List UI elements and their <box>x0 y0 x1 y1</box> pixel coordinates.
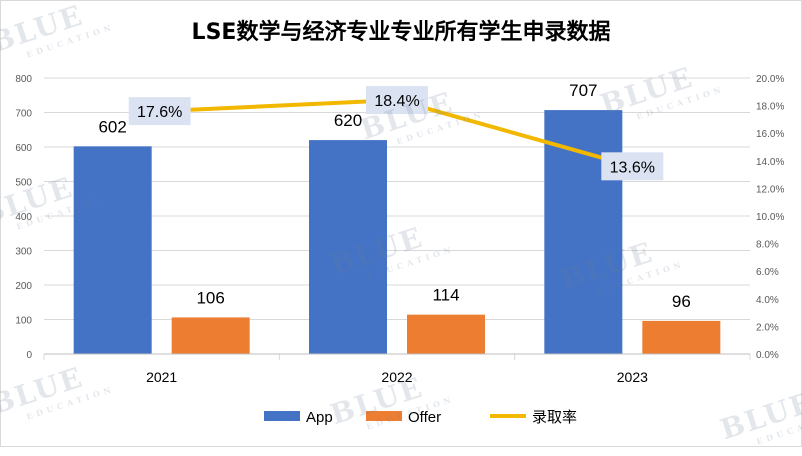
y2-tick-label: 8.0% <box>756 240 779 251</box>
y-tick-label: 500 <box>15 178 32 189</box>
y2-tick-label: 16.0% <box>756 129 784 140</box>
y2-tick-label: 10.0% <box>756 212 784 223</box>
legend-label: 录取率 <box>532 409 577 426</box>
y2-tick-label: 0.0% <box>756 350 779 361</box>
rate-label: 17.6% <box>137 104 182 121</box>
x-tick-label: 2021 <box>146 369 177 385</box>
legend-label: Offer <box>408 409 441 426</box>
x-tick-label: 2023 <box>617 369 648 385</box>
rate-label-bg <box>601 152 664 181</box>
rate-label: 13.6% <box>610 159 655 176</box>
bar-value-label: 620 <box>334 111 362 130</box>
y-tick-label: 600 <box>15 143 32 154</box>
bar-value-label: 707 <box>569 81 597 100</box>
y-tick-label: 200 <box>15 281 32 292</box>
y2-tick-label: 2.0% <box>756 322 779 333</box>
y-tick-label: 700 <box>15 109 32 120</box>
legend-label: App <box>306 409 333 426</box>
chart-title: LSE数学与经济专业专业所有学生申录数据 <box>191 20 611 45</box>
legend-swatch-app <box>264 411 300 421</box>
y2-tick-label: 14.0% <box>756 157 784 168</box>
bar-value-label: 106 <box>196 288 224 307</box>
y-tick-label: 300 <box>15 247 32 258</box>
y2-tick-label: 20.0% <box>756 74 784 85</box>
bar-offer <box>407 314 485 354</box>
y-tick-label: 0 <box>26 350 32 361</box>
y2-tick-label: 4.0% <box>756 295 779 306</box>
rate-label: 18.4% <box>374 93 419 110</box>
bar-offer <box>642 320 721 354</box>
bar-value-label: 114 <box>432 286 459 305</box>
bar-app <box>309 140 387 354</box>
bar-value-label: 96 <box>672 292 691 311</box>
y-tick-label: 100 <box>15 316 32 327</box>
rate-label-bg <box>128 97 191 126</box>
y-tick-label: 800 <box>15 74 32 85</box>
bar-value-label: 602 <box>98 117 126 136</box>
y2-tick-label: 18.0% <box>756 102 784 113</box>
legend-swatch-offer <box>366 411 402 421</box>
y2-tick-label: 12.0% <box>756 184 784 195</box>
bar-offer <box>171 317 250 354</box>
x-tick-label: 2022 <box>381 369 412 385</box>
y-tick-label: 400 <box>15 212 32 223</box>
rate-label-bg <box>366 86 428 115</box>
y2-tick-label: 6.0% <box>756 267 779 278</box>
bar-app <box>73 146 152 354</box>
